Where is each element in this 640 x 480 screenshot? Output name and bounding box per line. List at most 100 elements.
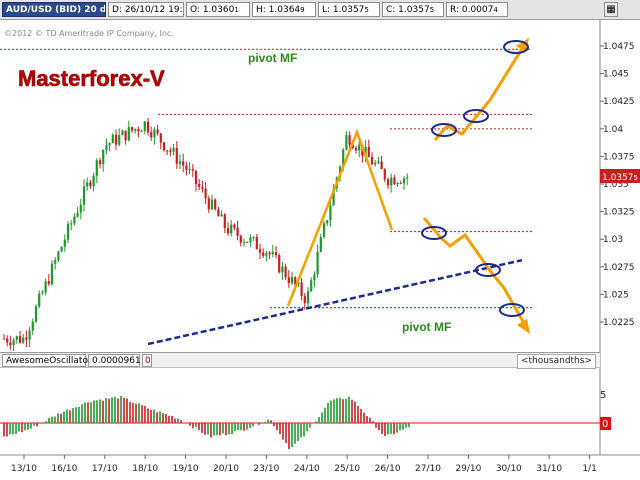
osc-bar	[177, 418, 179, 423]
osc-bar	[279, 423, 281, 435]
candle-body	[345, 135, 348, 150]
osc-bar	[33, 423, 35, 426]
osc-bar	[192, 423, 194, 429]
candle-body	[217, 209, 220, 217]
time-tick-label: 29/10	[455, 464, 481, 474]
candle-body	[262, 252, 265, 256]
candle-body	[313, 274, 316, 281]
osc-bar	[42, 422, 44, 423]
osc-bar	[105, 398, 107, 423]
osc-bar	[273, 423, 275, 427]
candle-body	[54, 260, 57, 264]
candle-body	[22, 337, 25, 343]
candle-body	[150, 132, 153, 138]
candle-body	[159, 133, 162, 143]
candle-body	[124, 130, 127, 141]
candle-body	[50, 263, 54, 285]
bearish-arrow-head	[517, 319, 530, 334]
candle-body	[156, 129, 159, 134]
pivot-label-bottom: pivot MF	[402, 320, 451, 334]
osc-bar	[165, 414, 167, 423]
candle-body	[364, 146, 367, 157]
osc-bar	[129, 401, 131, 423]
oscillator-header: AwesomeOscillator 0.0000961 0 <thousandt…	[0, 352, 600, 369]
candle-body	[249, 237, 252, 243]
candle-body	[114, 134, 118, 145]
candle-body	[284, 266, 287, 278]
osc-bar	[174, 418, 176, 423]
osc-bar	[60, 413, 62, 423]
osc-bar	[384, 423, 386, 437]
candle-body	[332, 188, 335, 206]
osc-bar	[189, 423, 191, 426]
osc-bar	[285, 423, 287, 444]
osc-bar	[321, 412, 323, 423]
osc-bar	[225, 423, 227, 436]
osc-bar	[276, 423, 278, 431]
time-tick-label: 16/10	[51, 464, 77, 474]
candle-body	[38, 293, 41, 307]
candle-body	[79, 204, 82, 213]
candle-body	[233, 224, 236, 228]
candle-body	[319, 236, 322, 252]
candle-body	[370, 156, 374, 165]
candle-body	[297, 282, 300, 285]
osc-bar	[102, 400, 104, 423]
candle-body	[73, 216, 76, 224]
osc-bar	[369, 417, 371, 423]
osc-bar	[336, 398, 338, 423]
low-readout: L: 1.03575	[318, 2, 380, 17]
time-tick-label: 27/10	[415, 464, 441, 474]
candle-body	[223, 214, 226, 229]
osc-bar	[183, 422, 185, 424]
time-tick-label: 24/10	[294, 464, 320, 474]
osc-bar	[78, 406, 80, 423]
osc-bar	[81, 404, 83, 423]
candle-body	[118, 135, 121, 145]
candle-body	[322, 223, 326, 237]
chart-settings-icon[interactable]: ▦	[604, 2, 618, 17]
osc-bar	[243, 423, 245, 431]
candle-body	[137, 128, 140, 132]
osc-bar	[282, 423, 284, 440]
osc-bar	[201, 423, 203, 433]
candle-body	[82, 186, 86, 205]
price-plot-area	[0, 20, 600, 352]
candle-body	[185, 165, 188, 170]
osc-bar	[45, 421, 47, 423]
osc-bar	[372, 421, 374, 423]
candle-body	[2, 338, 6, 340]
osc-bar	[288, 423, 290, 449]
osc-bar	[216, 423, 218, 436]
candle-body	[230, 224, 233, 234]
osc-bar	[378, 423, 380, 431]
osc-bar	[90, 402, 92, 423]
osc-bar	[123, 397, 125, 423]
osc-bar	[213, 423, 215, 436]
target-marker-top	[503, 40, 529, 54]
candle-body	[310, 280, 313, 292]
price-tick-label: 1.0375	[603, 152, 635, 162]
osc-bar	[333, 399, 335, 423]
osc-bar	[69, 410, 71, 423]
time-tick-label: 13/10	[11, 464, 37, 474]
oscillator-name[interactable]: AwesomeOscillator	[2, 354, 92, 367]
range-readout: R: 0.00074	[446, 2, 508, 17]
osc-bar	[24, 423, 26, 431]
candle-body	[399, 183, 402, 185]
osc-bar	[162, 413, 164, 423]
candle-body	[402, 178, 406, 184]
osc-bar	[366, 415, 368, 423]
osc-bar	[87, 402, 89, 423]
candle-body	[239, 235, 242, 243]
breakout-marker	[431, 123, 457, 137]
candle-body	[140, 130, 143, 132]
symbol-label[interactable]: AUD/USD (BID) 20 d 1h	[2, 2, 106, 17]
osc-bar	[186, 423, 188, 424]
candle-body	[57, 251, 60, 261]
candle-body	[63, 239, 66, 247]
candle-body	[348, 135, 351, 145]
candle-body	[98, 160, 102, 165]
candle-body	[60, 246, 63, 252]
candle-body	[108, 143, 111, 146]
